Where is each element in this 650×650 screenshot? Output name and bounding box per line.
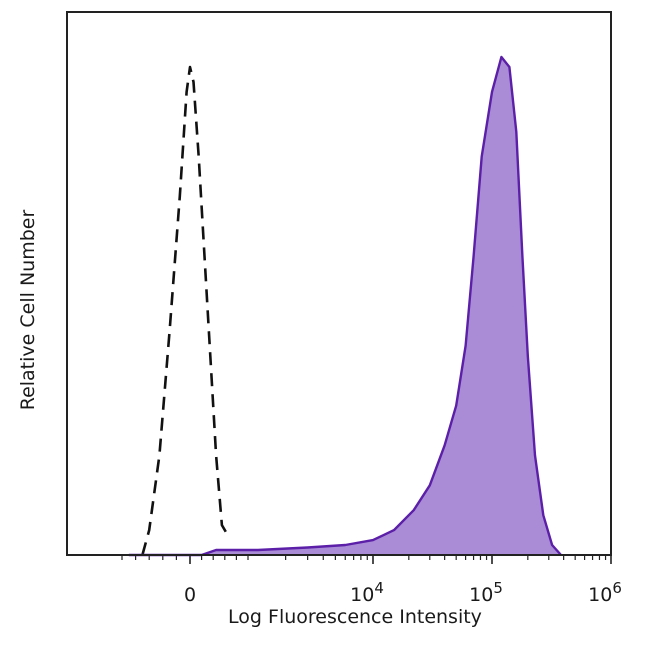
stained-histogram-area	[128, 57, 562, 555]
x-axis-label: Log Fluorescence Intensity	[228, 606, 482, 628]
y-axis-label: Relative Cell Number	[17, 209, 39, 411]
x-tick-label: 105	[469, 579, 503, 606]
x-tick-label: 104	[350, 579, 384, 606]
x-axis-label-wrap: Log Fluorescence Intensity	[0, 606, 650, 628]
series-layer	[128, 55, 562, 557]
x-tick-labels: 0 104 105 106	[184, 579, 622, 606]
plot-frame	[66, 11, 612, 556]
x-tick-exponent: 6	[612, 579, 622, 597]
control-histogram-line	[141, 65, 229, 556]
x-tick-label: 0	[184, 584, 196, 606]
x-tick-exponent: 4	[374, 579, 384, 597]
x-ticks	[121, 555, 612, 564]
stained-histogram-line	[128, 55, 562, 557]
x-tick-exponent: 5	[493, 579, 503, 597]
x-tick-label: 106	[588, 579, 622, 606]
